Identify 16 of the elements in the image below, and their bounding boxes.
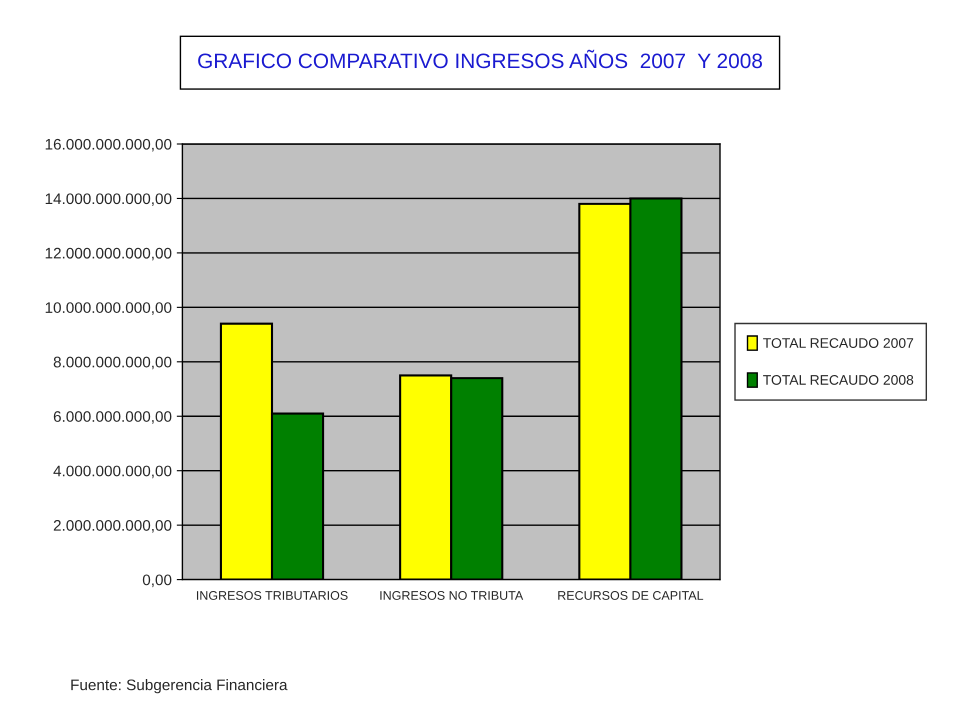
- x-tick-label: RECURSOS DE CAPITAL: [558, 591, 704, 600]
- y-tick-label: 10.000.000.000,00: [46, 302, 172, 315]
- source-note: Fuente: Subgerencia Financiera: [71, 679, 288, 694]
- y-tick-label: 0,00: [142, 574, 172, 588]
- y-tick-label: 2.000.000.000,00: [54, 520, 172, 533]
- x-tick-label: INGRESOS TRIBUTARIOS: [196, 591, 348, 600]
- legend-label: TOTAL RECAUDO 2007: [763, 338, 914, 348]
- y-tick-label: 8.000.000.000,00: [54, 356, 172, 370]
- y-tick-label: 4.000.000.000,00: [53, 466, 172, 478]
- legend-label: TOTAL RECAUDO 2008: [763, 375, 914, 385]
- chart-title: GRAFICO COMPARATIVO INGRESOS AÑOS 2007 Y 2008: [198, 50, 762, 68]
- y-tick-label: 12.000.000.000,00: [46, 248, 172, 260]
- x-tick-label: INGRESOS NO TRIBUTA: [380, 591, 524, 600]
- y-tick-label: 6.000.000.000,00: [54, 411, 172, 424]
- y-tick-label: 14.000.000.000,00: [46, 193, 172, 206]
- y-tick-label: 16.000.000.000,00: [46, 138, 172, 152]
